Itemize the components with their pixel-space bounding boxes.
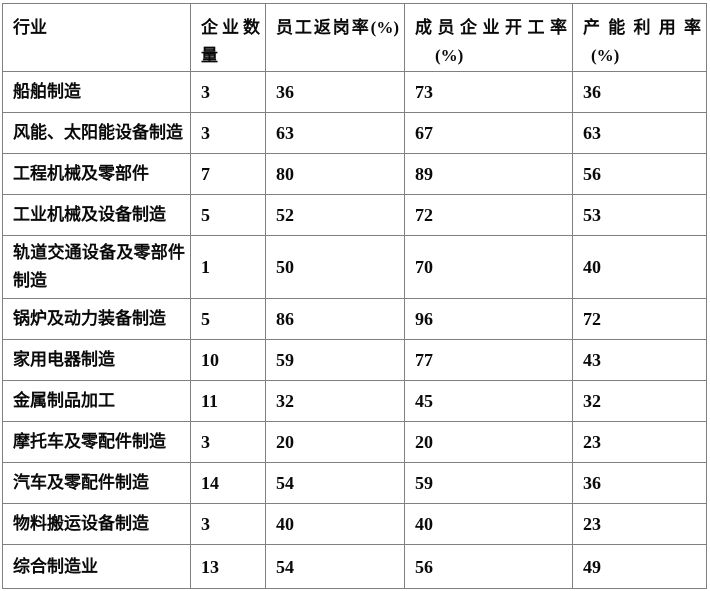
value-cell: 3	[190, 421, 266, 463]
value-cell: 40	[572, 235, 707, 299]
value-cell: 20	[265, 421, 405, 463]
column-header-label: 员工返岗率(%)	[276, 18, 399, 37]
industry-name-cell: 工程机械及零部件	[2, 153, 191, 195]
column-header-3: 员工返岗率(%)	[265, 3, 405, 72]
value-cell: 53	[572, 194, 707, 236]
industry-statistics-table: 行业 企业数量员工返岗率(%) 成员企业开工率 (%) 产能利用率 (%) 船舶制造 3 36…	[2, 3, 707, 589]
value-cell: 36	[572, 462, 707, 504]
value-cell: 54	[265, 544, 405, 589]
value-cell: 3	[190, 71, 266, 113]
value-cell: 56	[404, 544, 573, 589]
value-cell: 45	[404, 380, 573, 422]
value-cell: 14	[190, 462, 266, 504]
table-row: 综合制造业 13 54 56 49	[2, 544, 707, 589]
table-row: 风能、太阳能设备制造 3 63 67 63	[2, 112, 707, 154]
industry-name-cell: 工业机械及设备制造	[2, 194, 191, 236]
value-cell: 96	[404, 298, 573, 340]
value-cell: 32	[572, 380, 707, 422]
value-cell: 67	[404, 112, 573, 154]
value-cell: 43	[572, 339, 707, 381]
column-header-label-line2: 量	[201, 46, 218, 65]
industry-name-cell: 风能、太阳能设备制造	[2, 112, 191, 154]
value-cell: 49	[572, 544, 707, 589]
industry-name-cell: 综合制造业	[2, 544, 191, 589]
value-cell: 59	[265, 339, 405, 381]
industry-name-cell: 轨道交通设备及零部件制造	[2, 235, 191, 299]
column-header-label: 产能利用率	[583, 18, 701, 37]
industry-name-cell: 船舶制造	[2, 71, 191, 113]
table-row: 金属制品加工 11 32 45 32	[2, 380, 707, 422]
value-cell: 40	[404, 503, 573, 545]
value-cell: 32	[265, 380, 405, 422]
value-cell: 50	[265, 235, 405, 299]
value-cell: 86	[265, 298, 405, 340]
table-row: 行业 企业数量员工返岗率(%) 成员企业开工率 (%) 产能利用率 (%)	[2, 3, 707, 72]
value-cell: 3	[190, 503, 266, 545]
value-cell: 72	[572, 298, 707, 340]
value-cell: 11	[190, 380, 266, 422]
value-cell: 3	[190, 112, 266, 154]
value-cell: 40	[265, 503, 405, 545]
table-header-row: 行业 企业数量员工返岗率(%) 成员企业开工率 (%) 产能利用率 (%)	[2, 3, 707, 72]
table-row: 锅炉及动力装备制造 5 86 96 72	[2, 298, 707, 340]
column-header-label-line2: (%)	[591, 46, 620, 65]
column-header-2: 企业数量	[190, 3, 266, 72]
column-header-label: 行业	[13, 18, 47, 37]
column-header-label-line2: (%)	[435, 46, 464, 65]
value-cell: 70	[404, 235, 573, 299]
industry-name-cell: 家用电器制造	[2, 339, 191, 381]
value-cell: 80	[265, 153, 405, 195]
value-cell: 73	[404, 71, 573, 113]
industry-name-cell: 锅炉及动力装备制造	[2, 298, 191, 340]
table-row: 汽车及零配件制造 14 54 59 36	[2, 462, 707, 504]
column-header-4: 成员企业开工率 (%)	[404, 3, 573, 72]
table-row: 摩托车及零配件制造 3 20 20 23	[2, 421, 707, 463]
value-cell: 5	[190, 194, 266, 236]
value-cell: 56	[572, 153, 707, 195]
value-cell: 13	[190, 544, 266, 589]
value-cell: 1	[190, 235, 266, 299]
table-row: 家用电器制造 10 59 77 43	[2, 339, 707, 381]
table-row: 工程机械及零部件 7 80 89 56	[2, 153, 707, 195]
value-cell: 89	[404, 153, 573, 195]
value-cell: 59	[404, 462, 573, 504]
industry-name-cell: 汽车及零配件制造	[2, 462, 191, 504]
table-row: 轨道交通设备及零部件制造 1 50 70 40	[2, 235, 707, 299]
value-cell: 5	[190, 298, 266, 340]
value-cell: 77	[404, 339, 573, 381]
value-cell: 36	[572, 71, 707, 113]
value-cell: 36	[265, 71, 405, 113]
table-row: 物料搬运设备制造 3 40 40 23	[2, 503, 707, 545]
table-row: 工业机械及设备制造 5 52 72 53	[2, 194, 707, 236]
value-cell: 63	[572, 112, 707, 154]
column-header-label: 企业数	[201, 18, 260, 37]
value-cell: 23	[572, 503, 707, 545]
industry-name-cell: 物料搬运设备制造	[2, 503, 191, 545]
value-cell: 52	[265, 194, 405, 236]
industry-name-cell: 金属制品加工	[2, 380, 191, 422]
table-body: 船舶制造 3 36 73 36 风能、太阳能设备制造 3 63 67 63 工程机械及零部件 7 80 8…	[2, 71, 707, 589]
column-header-label: 成员企业开工率	[415, 18, 567, 37]
column-header-5: 产能利用率 (%)	[572, 3, 707, 72]
column-header-1: 行业	[2, 3, 191, 72]
value-cell: 63	[265, 112, 405, 154]
value-cell: 72	[404, 194, 573, 236]
industry-name-cell: 摩托车及零配件制造	[2, 421, 191, 463]
value-cell: 20	[404, 421, 573, 463]
value-cell: 10	[190, 339, 266, 381]
value-cell: 23	[572, 421, 707, 463]
table-row: 船舶制造 3 36 73 36	[2, 71, 707, 113]
value-cell: 7	[190, 153, 266, 195]
value-cell: 54	[265, 462, 405, 504]
